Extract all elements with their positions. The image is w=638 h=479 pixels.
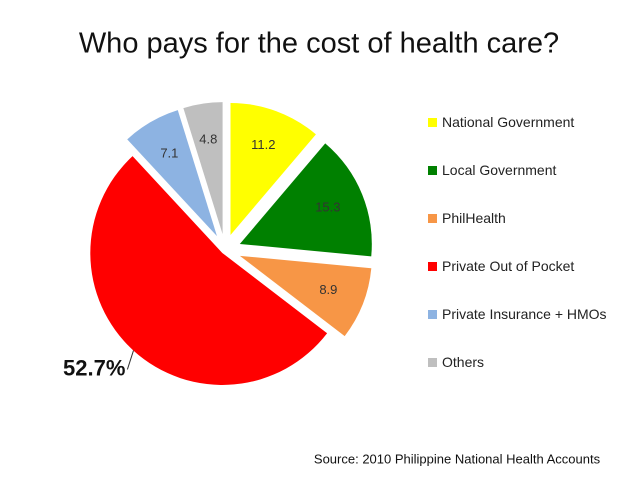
- legend-item: PhilHealth: [426, 206, 616, 254]
- leader-line: [126, 350, 134, 370]
- legend-swatch: [428, 262, 437, 271]
- legend-item: Others: [426, 350, 616, 398]
- pie-slice: [183, 102, 223, 235]
- legend-label: PhilHealth: [442, 210, 506, 226]
- legend-label: Private Insurance + HMOs: [442, 306, 607, 322]
- legend-label: Private Out of Pocket: [442, 258, 575, 274]
- pie-slice: [230, 102, 316, 235]
- pie-slice: [239, 255, 372, 337]
- legend-item: Private Out of Pocket: [426, 254, 616, 302]
- legend-swatch: [428, 214, 437, 223]
- data-label: 11.2: [251, 137, 275, 152]
- legend-label: Others: [442, 354, 485, 370]
- legend: National Government Local Government PhilH…: [426, 110, 616, 398]
- legend-swatch: [428, 166, 437, 175]
- chart-title: Who pays for the cost of health care?: [79, 28, 559, 60]
- pie-slice: [90, 156, 328, 385]
- pie-slice: [239, 143, 372, 257]
- data-label: 4.8: [199, 132, 217, 147]
- data-label: 52.7%: [63, 355, 125, 380]
- legend-item: Local Government: [426, 158, 616, 206]
- legend-swatch: [428, 310, 437, 319]
- data-label: 15.3: [315, 200, 340, 215]
- legend-label: National Government: [442, 114, 575, 130]
- source: Source: 2010 Philippine National Health …: [314, 451, 601, 466]
- legend-item: National Government: [426, 110, 616, 158]
- legend-swatch: [428, 358, 437, 367]
- legend-label: Local Government: [442, 162, 557, 178]
- data-label: 7.1: [160, 145, 178, 160]
- pie-slice: [127, 110, 217, 237]
- legend-item: Private Insurance + HMOs: [426, 302, 616, 350]
- data-label: 8.9: [319, 282, 337, 297]
- legend-swatch: [428, 118, 437, 127]
